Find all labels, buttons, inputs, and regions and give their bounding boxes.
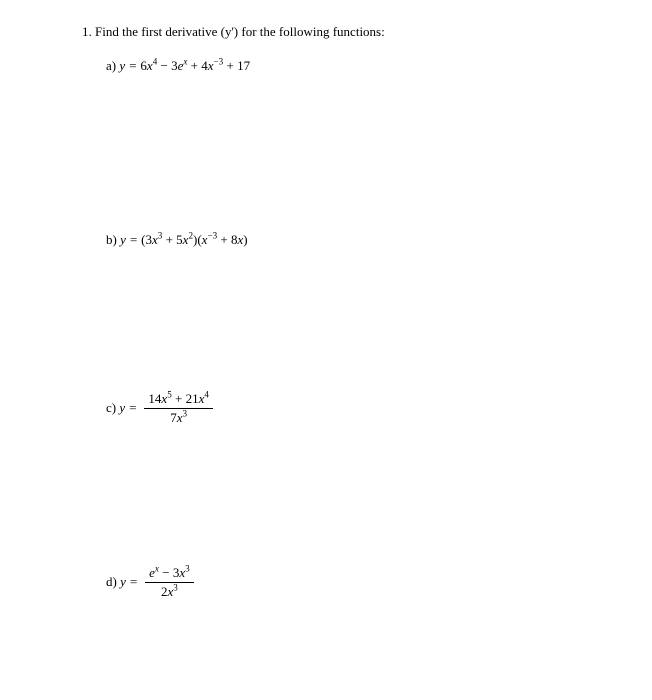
b-f2-t1-exp: −3: [207, 231, 217, 241]
b-f2-t2-sign: +: [220, 232, 227, 247]
part-b: b) y = (3x3 + 5x2)(x−3 + 8x): [106, 232, 612, 256]
part-d: d) y = ex − 3x3 2x3: [106, 565, 612, 599]
c-numerator: 14x5 + 21x4: [144, 391, 213, 409]
part-c: c) y = 14x5 + 21x4 7x3: [106, 391, 612, 425]
d-numerator: ex − 3x3: [145, 565, 194, 583]
part-c-label: c): [106, 400, 116, 415]
d-num-t2-exp: 3: [185, 564, 190, 574]
part-a-lhs: y =: [119, 58, 137, 73]
a-t1-exp: 4: [153, 57, 158, 67]
b-f2-close: ): [243, 232, 247, 247]
d-num-t2-sign: −: [162, 565, 169, 580]
part-c-expression: c) y = 14x5 + 21x4 7x3: [106, 399, 213, 414]
question-prompt: Find the first derivative (y') for the f…: [95, 24, 385, 39]
c-denominator: 7x3: [144, 409, 213, 426]
part-b-lhs: y =: [120, 232, 138, 247]
b-f1-t2-sign: +: [166, 232, 173, 247]
part-a: a) y = 6x4 − 3ex + 4x−3 + 17: [106, 58, 612, 82]
part-b-expression: b) y = (3x3 + 5x2)(x−3 + 8x): [106, 232, 248, 247]
part-d-label: d): [106, 574, 117, 589]
a-t4-val: 17: [237, 58, 250, 73]
part-a-expression: a) y = 6x4 − 3ex + 4x−3 + 17: [106, 58, 250, 73]
c-num-t2-sign: +: [175, 391, 182, 406]
a-t2-sign: −: [160, 58, 167, 73]
a-t4-sign: +: [226, 58, 233, 73]
question-number: 1.: [82, 24, 92, 39]
part-c-lhs: y =: [119, 400, 137, 415]
c-num-t2-exp: 4: [204, 390, 209, 400]
c-fraction: 14x5 + 21x4 7x3: [144, 391, 213, 425]
a-t3-exp: −3: [214, 57, 224, 67]
c-num-t1-coef: 14: [148, 391, 161, 406]
part-a-label: a): [106, 58, 116, 73]
d-fraction: ex − 3x3 2x3: [145, 565, 194, 599]
d-num-t1-exp: x: [155, 564, 159, 574]
part-d-expression: d) y = ex − 3x3 2x3: [106, 573, 194, 588]
question-header: 1. Find the first derivative (y') for th…: [82, 24, 612, 40]
a-t2-exp: x: [183, 57, 187, 67]
c-den-t1-exp: 3: [183, 408, 188, 418]
part-b-label: b): [106, 232, 117, 247]
d-denominator: 2x3: [145, 583, 194, 600]
c-num-t2-coef: 21: [186, 391, 199, 406]
b-f1-t1-exp: 3: [158, 231, 163, 241]
part-d-lhs: y =: [120, 574, 138, 589]
c-num-t1-exp: 5: [167, 390, 172, 400]
d-den-t1-exp: 3: [173, 582, 178, 592]
a-t3-sign: +: [191, 58, 198, 73]
